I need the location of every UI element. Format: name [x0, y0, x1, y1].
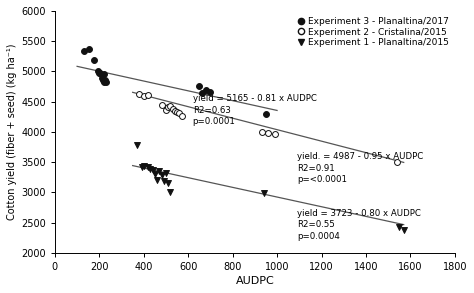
Point: [80, 49, 88, 54]
Point: [162, 171, 170, 176]
Point: [260, 191, 267, 195]
Point: [85, 47, 93, 51]
Point: [138, 165, 146, 169]
Point: [153, 178, 161, 183]
Point: [98, 76, 105, 80]
Point: [160, 179, 167, 184]
Point: [164, 180, 172, 185]
Point: [146, 167, 154, 172]
X-axis label: AUDPC: AUDPC: [236, 276, 274, 286]
Point: [102, 80, 110, 85]
Text: yield. = 4987 - 0.95 x AUDPC
R2=0.91
p=<0.0001: yield. = 4987 - 0.95 x AUDPC R2=0.91 p=<…: [297, 152, 423, 184]
Point: [90, 58, 98, 62]
Point: [133, 142, 141, 147]
Text: yield = 3723 - 0.80 x AUDPC
R2=0.55
p=0.0004: yield = 3723 - 0.80 x AUDPC R2=0.55 p=0.…: [297, 209, 421, 241]
Point: [173, 110, 181, 114]
Point: [162, 108, 170, 113]
Text: yield = 5165 - 0.81 x AUDPC
R2=0.63
p=0.0001: yield = 5165 - 0.81 x AUDPC R2=0.63 p=0.…: [192, 94, 317, 126]
Point: [195, 84, 203, 88]
Point: [155, 169, 163, 173]
Point: [167, 103, 174, 108]
Point: [262, 111, 270, 116]
Point: [99, 78, 107, 83]
Point: [164, 104, 172, 109]
Point: [393, 160, 401, 164]
Point: [97, 70, 104, 75]
Point: [167, 190, 174, 194]
Point: [264, 131, 272, 135]
Point: [202, 87, 210, 92]
Point: [169, 107, 176, 111]
Point: [258, 130, 265, 134]
Point: [198, 90, 205, 95]
Point: [158, 103, 165, 108]
Point: [178, 113, 185, 118]
Point: [136, 92, 143, 97]
Point: [140, 94, 147, 98]
Point: [101, 78, 109, 82]
Point: [96, 71, 103, 76]
Point: [140, 164, 147, 169]
Point: [100, 71, 108, 76]
Point: [100, 79, 108, 84]
Point: [94, 69, 102, 74]
Point: [171, 108, 179, 113]
Point: [400, 228, 408, 233]
Point: [145, 93, 152, 97]
Point: [149, 168, 156, 172]
Point: [158, 173, 165, 177]
Legend: Experiment 3 - Planaltina/2017, Experiment 2 - Cristalina/2015, Experiment 1 - P: Experiment 3 - Planaltina/2017, Experime…: [297, 16, 450, 49]
Point: [145, 165, 152, 169]
Point: [175, 111, 183, 115]
Point: [151, 171, 159, 176]
Point: [207, 90, 214, 94]
Y-axis label: Cotton yield (fiber + seed) (kg ha⁻¹): Cotton yield (fiber + seed) (kg ha⁻¹): [7, 44, 17, 220]
Point: [395, 225, 403, 230]
Point: [271, 132, 279, 137]
